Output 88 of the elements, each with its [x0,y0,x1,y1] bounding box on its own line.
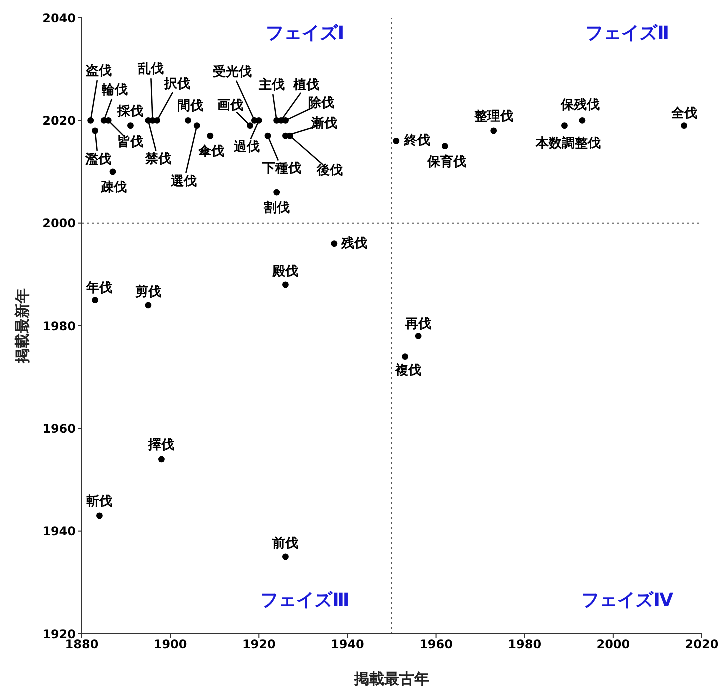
x-tick-label: 1900 [154,638,188,652]
annotation: フェイズⅢ [260,588,351,612]
point [490,128,498,134]
data-label: 受光伐 [212,64,252,80]
point [96,512,103,520]
point [145,302,152,309]
point [154,117,160,124]
point [185,117,192,124]
x-tick-label: 2000 [596,638,630,652]
point [110,168,116,176]
data-label: 漸伐 [310,116,338,132]
annotation: フェイズⅡ [584,22,671,46]
point [562,122,568,129]
x-tick-label: 1940 [331,638,364,652]
data-label: 擇伐 [148,438,175,453]
data-label: 疎伐 [100,180,127,196]
data-label: 全伐 [670,106,698,122]
point [88,117,94,124]
data-label: 終伐 [403,134,430,149]
y-axis-title: 掲載最新年 [13,288,32,364]
data-label: 採伐 [116,104,144,120]
point [247,122,254,129]
point [194,122,200,129]
point [442,143,448,150]
data-label: 間伐 [177,99,204,114]
point [393,138,400,144]
point [92,128,98,134]
x-tick-label: 2020 [685,638,719,652]
annotation: フェイズⅠ [264,22,346,46]
y-tick-label: 1940 [42,524,76,539]
data-label: 剪伐 [135,284,162,300]
x-tick-label: 1920 [242,638,276,652]
point [402,354,408,360]
point [415,333,422,340]
data-label: 前伐 [272,536,299,552]
data-label: 禁伐 [144,152,172,168]
x-tick-label: 1980 [508,638,542,652]
data-label: 保残伐 [560,98,600,114]
point [264,132,272,140]
data-label: 割伐 [262,200,290,216]
data-label: 濫伐 [84,152,112,168]
data-label: 後伐 [316,162,344,179]
point [207,132,214,140]
x-tick-label: 1960 [420,638,453,652]
data-label: 本数調整伐 [535,135,602,152]
y-tick-label: 1960 [42,422,76,436]
point [128,122,134,129]
data-label: 除伐 [308,96,335,112]
data-label: 残伐 [340,236,368,252]
point [274,189,280,196]
data-label: 過伐 [233,140,260,156]
data-label: 主伐 [258,77,285,94]
point [145,117,152,124]
data-label: 複伐 [394,362,422,378]
data-label: 斬伐 [86,494,113,510]
data-label: 植伐 [292,78,320,94]
data-label: 択伐 [163,77,190,92]
data-label: 皆伐 [118,135,144,150]
y-tick-label: 2000 [42,216,76,231]
point [282,282,289,288]
point [158,456,165,463]
point [579,117,586,124]
point [282,554,289,560]
point [92,297,98,304]
point [286,132,294,140]
point [105,117,112,124]
data-label: 輪伐 [101,83,128,98]
x-axis-title: 掲載最古年 [354,670,430,688]
data-label: 殿伐 [272,264,299,280]
point [681,122,688,129]
data-label: 乱伐 [136,62,164,78]
annotation: フェイズⅣ [580,588,674,612]
data-label: 傘伐 [197,144,224,160]
data-label: 再伐 [404,316,432,332]
data-label: 整理伐 [473,109,514,124]
point [256,117,262,124]
data-label: 下種伐 [262,162,302,177]
y-tick-label: 2020 [42,114,76,128]
point [282,117,289,124]
point [331,240,338,248]
data-label: 選伐 [170,174,198,190]
data-label: 盗伐 [86,64,112,80]
data-label: 画伐 [217,98,244,114]
y-tick-label: 2040 [42,11,76,26]
data-label: 年伐 [85,280,112,296]
data-label: 保育伐 [426,154,467,170]
x-tick-label: 1880 [65,638,99,652]
y-tick-label: 1980 [42,319,76,334]
